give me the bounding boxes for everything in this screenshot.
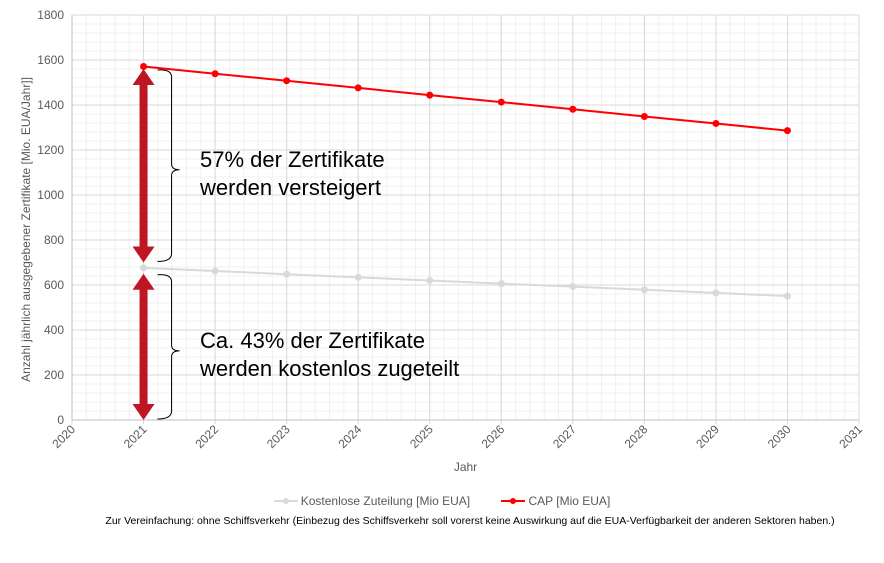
annotation-text: 57% der Zertifikate — [200, 147, 385, 172]
data-point — [569, 283, 577, 291]
curly-brace — [157, 69, 180, 262]
y-tick-label: 1000 — [37, 188, 64, 202]
double-arrow-shaft — [139, 83, 148, 249]
x-tick-label: 2031 — [836, 422, 865, 451]
x-tick-label: 2029 — [693, 422, 722, 451]
legend-marker-gray-icon — [273, 498, 298, 504]
legend-item-kostenlose: Kostenlose Zuteilung [Mio EUA] — [273, 494, 471, 508]
annotation-text: werden kostenlos zugeteilt — [199, 356, 459, 381]
arrow-head-up-icon — [132, 69, 155, 85]
data-point — [283, 270, 291, 278]
data-point — [211, 267, 219, 275]
data-point — [354, 273, 362, 281]
y-tick-label: 1800 — [37, 8, 64, 22]
data-point — [497, 98, 505, 106]
x-tick-label: 2025 — [407, 422, 436, 451]
series-line-1 — [143, 65, 788, 132]
y-tick-label: 1600 — [37, 53, 64, 67]
data-point — [569, 105, 577, 113]
data-point — [211, 70, 219, 78]
arrow-head-down-icon — [132, 246, 155, 263]
annotation-text: Ca. 43% der Zertifikate — [200, 328, 425, 353]
data-point — [283, 77, 291, 85]
data-point — [497, 280, 505, 288]
y-tick-label: 0 — [57, 413, 64, 427]
x-tick-label: 2028 — [622, 422, 651, 451]
y-tick-label: 1400 — [37, 98, 64, 112]
data-point — [140, 63, 148, 71]
x-tick-label: 2024 — [336, 422, 365, 451]
x-tick-label: 2027 — [550, 422, 579, 451]
data-point — [783, 127, 791, 135]
data-point — [783, 292, 791, 300]
x-axis-label: Jahr — [454, 460, 477, 474]
x-tick-label: 2030 — [765, 422, 794, 451]
annotation-text: werden versteigert — [199, 175, 381, 200]
arrow-head-up-icon — [132, 273, 155, 290]
data-point — [426, 277, 434, 284]
data-point — [426, 91, 434, 99]
curly-brace — [157, 274, 180, 420]
y-tick-label: 600 — [44, 278, 64, 292]
legend: Kostenlose Zuteilung [Mio EUA] CAP [Mio … — [0, 494, 884, 508]
y-axis-label: Anzahl jährlich ausgegebener Zertifikate… — [19, 77, 33, 382]
data-point — [640, 112, 648, 120]
data-point — [354, 84, 362, 92]
legend-marker-red-icon — [501, 498, 526, 504]
data-point — [140, 264, 148, 272]
data-point — [712, 289, 720, 297]
y-tick-label: 400 — [44, 323, 64, 337]
x-tick-label: 2026 — [479, 422, 508, 451]
series-line-0 — [143, 266, 788, 298]
x-tick-label: 2022 — [192, 422, 221, 451]
x-tick-label: 2020 — [49, 422, 78, 451]
legend-label: Kostenlose Zuteilung [Mio EUA] — [300, 494, 471, 508]
data-point — [712, 119, 720, 127]
footnote: Zur Vereinfachung: ohne Schiffsverkehr (… — [105, 515, 835, 527]
y-tick-label: 1200 — [37, 143, 64, 157]
double-arrow-shaft — [139, 287, 148, 406]
arrow-head-down-icon — [132, 404, 155, 420]
x-tick-label: 2021 — [121, 422, 150, 451]
data-point — [640, 286, 648, 294]
legend-label: CAP [Mio EUA] — [528, 494, 611, 508]
y-tick-label: 200 — [44, 368, 64, 382]
legend-item-cap: CAP [Mio EUA] — [501, 494, 610, 508]
x-tick-label: 2023 — [264, 422, 293, 451]
y-tick-label: 800 — [44, 233, 64, 247]
